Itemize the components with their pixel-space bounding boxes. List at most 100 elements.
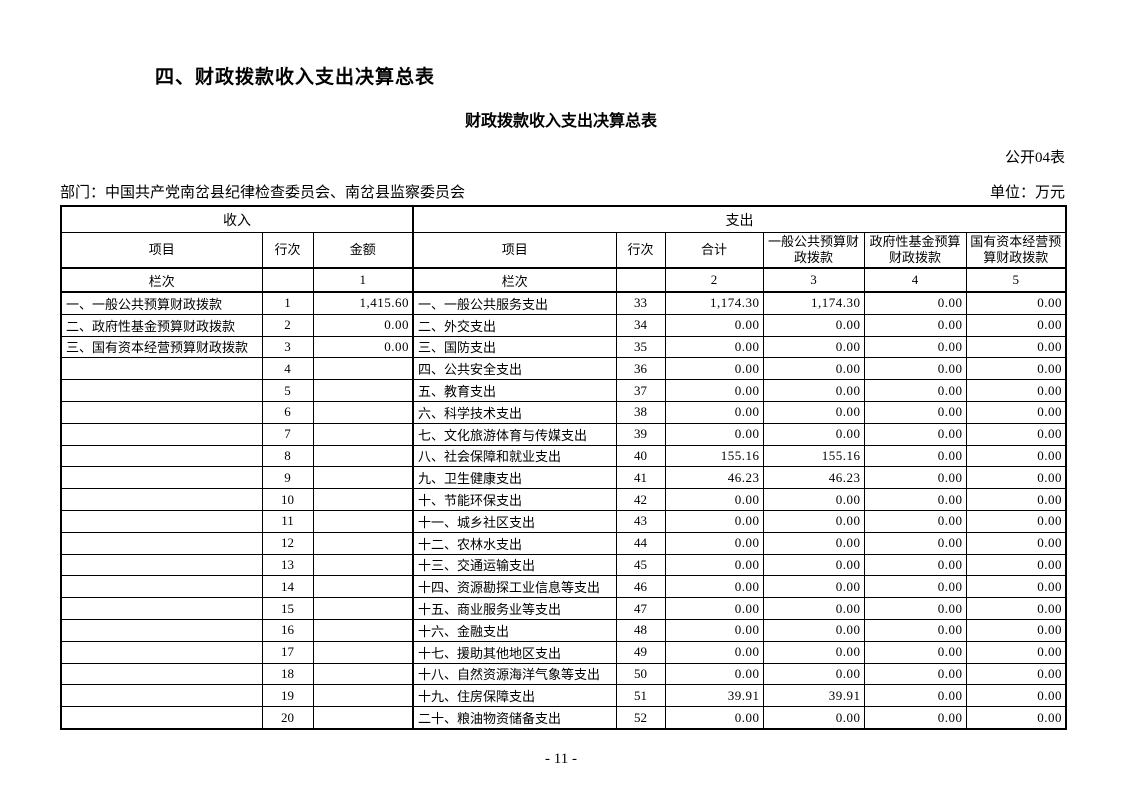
expense-state-capital-cell: 0.00 — [965, 379, 1067, 402]
table-row: 4 四、公共安全支出 36 0.00 0.00 0.00 0.00 — [60, 357, 1067, 381]
income-item-cell — [60, 422, 263, 446]
expense-state-capital-cell: 0.00 — [965, 488, 1067, 511]
expense-state-capital-cell: 0.00 — [965, 662, 1067, 686]
index-cell: 3 — [762, 267, 865, 293]
income-amount-cell: 0.00 — [312, 335, 414, 359]
income-section-header: 收入 — [60, 205, 414, 233]
expense-gov-fund-cell: 0.00 — [863, 357, 967, 381]
income-amount-cell — [312, 618, 414, 642]
expense-general-budget-cell: 0.00 — [762, 662, 865, 686]
expense-line-cell: 38 — [615, 400, 666, 424]
expense-item-cell: 十六、金融支出 — [412, 618, 617, 642]
income-line-cell: 7 — [261, 422, 314, 446]
expense-gov-fund-cell: 0.00 — [863, 335, 967, 359]
expense-gov-fund-cell: 0.00 — [863, 597, 967, 620]
income-line-cell: 2 — [261, 313, 314, 337]
expense-general-budget-cell: 0.00 — [762, 400, 865, 424]
expense-item-cell: 七、文化旅游体育与传媒支出 — [412, 422, 617, 446]
income-item-cell — [60, 706, 263, 730]
expense-item-cell: 十二、农林水支出 — [412, 531, 617, 555]
income-item-cell — [60, 357, 263, 381]
expense-general-budget-cell: 46.23 — [762, 466, 865, 490]
expense-total-cell: 0.00 — [664, 553, 764, 577]
expense-general-budget-cell: 0.00 — [762, 422, 865, 446]
expense-line-cell: 44 — [615, 531, 666, 555]
expense-state-capital-cell: 0.00 — [965, 509, 1067, 533]
expense-gov-fund-cell: 0.00 — [863, 291, 967, 315]
income-line-cell: 13 — [261, 553, 314, 577]
expense-gov-fund-cell: 0.00 — [863, 706, 967, 730]
income-amount-cell — [312, 466, 414, 490]
table-row: 一、一般公共预算财政拨款 1 1,415.60 一、一般公共服务支出 33 1,174.3… — [60, 291, 1067, 315]
income-item-cell — [60, 509, 263, 533]
index-cell: 1 — [312, 267, 414, 293]
income-amount-cell — [312, 597, 414, 620]
expense-general-budget-cell: 0.00 — [762, 531, 865, 555]
expense-gov-fund-cell: 0.00 — [863, 618, 967, 642]
expense-line-cell: 50 — [615, 662, 666, 686]
income-amount-cell — [312, 553, 414, 577]
table-row: 二、政府性基金预算财政拨款 2 0.00 二、外交支出 34 0.00 0.00 0.00 0.… — [60, 313, 1067, 337]
expense-item-cell: 九、卫生健康支出 — [412, 466, 617, 490]
expense-item-cell: 二、外交支出 — [412, 313, 617, 337]
expense-line-cell: 39 — [615, 422, 666, 446]
expense-state-capital-cell: 0.00 — [965, 291, 1067, 315]
expense-gov-fund-cell: 0.00 — [863, 684, 967, 708]
table-row: 18 十八、自然资源海洋气象等支出 50 0.00 0.00 0.00 0.00 — [60, 662, 1067, 686]
expense-state-capital-cell: 0.00 — [965, 466, 1067, 490]
expense-state-capital-cell: 0.00 — [965, 640, 1067, 664]
income-line-cell: 18 — [261, 662, 314, 686]
expense-general-budget-cell: 0.00 — [762, 509, 865, 533]
income-amount-cell — [312, 640, 414, 664]
expense-total-cell: 0.00 — [664, 597, 764, 620]
expense-item-cell: 四、公共安全支出 — [412, 357, 617, 381]
income-line-header: 行次 — [261, 232, 314, 269]
table-title: 财政拨款收入支出决算总表 — [464, 113, 657, 130]
expense-item-cell: 十四、资源勘探工业信息等支出 — [412, 575, 617, 599]
income-line-cell: 12 — [261, 531, 314, 555]
expense-line-cell: 34 — [615, 313, 666, 337]
table-row: 16 十六、金融支出 48 0.00 0.00 0.00 0.00 — [60, 618, 1067, 642]
expense-total-cell: 0.00 — [664, 531, 764, 555]
income-line-cell: 17 — [261, 640, 314, 664]
fiscal-appropriation-table: 收入 支出 项目 行次 金额 项目 行次 合计 一般公共预算财政拨款 政府性基金… — [60, 205, 1067, 730]
income-line-cell: 5 — [261, 379, 314, 402]
expense-state-capital-header: 国有资本经营预算财政拨款 — [965, 232, 1067, 269]
table-row: 15 十五、商业服务业等支出 47 0.00 0.00 0.00 0.00 — [60, 597, 1067, 620]
expense-gov-fund-cell: 0.00 — [863, 531, 967, 555]
expense-general-budget-cell: 0.00 — [762, 488, 865, 511]
expense-general-budget-header: 一般公共预算财政拨款 — [762, 232, 865, 269]
income-amount-cell — [312, 531, 414, 555]
expense-general-budget-cell: 0.00 — [762, 575, 865, 599]
table-row: 12 十二、农林水支出 44 0.00 0.00 0.00 0.00 — [60, 531, 1067, 555]
expense-state-capital-cell: 0.00 — [965, 618, 1067, 642]
expense-general-budget-cell: 39.91 — [762, 684, 865, 708]
index-cell: 5 — [965, 267, 1067, 293]
index-cell: 2 — [664, 267, 764, 293]
index-cell — [261, 267, 314, 293]
expense-item-header: 项目 — [412, 232, 617, 269]
expense-gov-fund-cell: 0.00 — [863, 422, 967, 446]
income-line-cell: 14 — [261, 575, 314, 599]
expense-total-cell: 0.00 — [664, 575, 764, 599]
expense-total-cell: 0.00 — [664, 335, 764, 359]
table-row: 10 十、节能环保支出 42 0.00 0.00 0.00 0.00 — [60, 488, 1067, 511]
expense-general-budget-cell: 0.00 — [762, 706, 865, 730]
unit-label: 单位：万元 — [989, 185, 1065, 201]
expense-total-cell: 39.91 — [664, 684, 764, 708]
income-item-cell: 二、政府性基金预算财政拨款 — [60, 313, 263, 337]
expense-state-capital-cell: 0.00 — [965, 400, 1067, 424]
income-item-header: 项目 — [60, 232, 263, 269]
income-item-cell — [60, 400, 263, 424]
income-line-cell: 10 — [261, 488, 314, 511]
expense-item-cell: 三、国防支出 — [412, 335, 617, 359]
expense-line-cell: 48 — [615, 618, 666, 642]
table-row: 14 十四、资源勘探工业信息等支出 46 0.00 0.00 0.00 0.00 — [60, 575, 1067, 599]
expense-item-cell: 一、一般公共服务支出 — [412, 291, 617, 315]
expense-gov-fund-cell: 0.00 — [863, 662, 967, 686]
expense-general-budget-cell: 0.00 — [762, 379, 865, 402]
expense-gov-fund-cell: 0.00 — [863, 444, 967, 468]
expense-total-cell: 46.23 — [664, 466, 764, 490]
income-amount-cell — [312, 706, 414, 730]
income-item-cell — [60, 466, 263, 490]
